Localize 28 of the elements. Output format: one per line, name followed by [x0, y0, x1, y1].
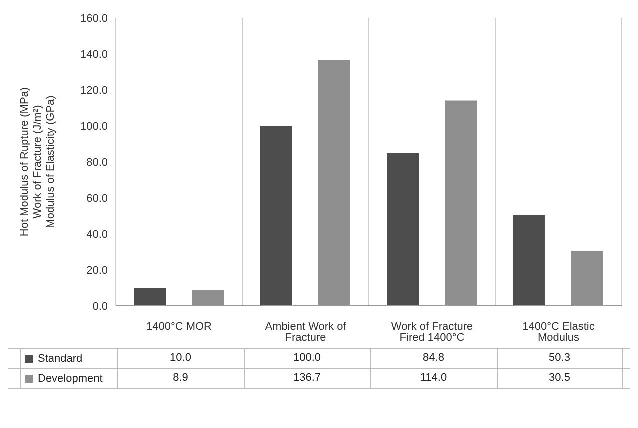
y-tick-label: 40.0	[86, 228, 108, 241]
bar	[134, 288, 166, 306]
data-label: 10.0	[117, 349, 244, 368]
y-axis-title: Hot Modulus of Rupture (MPa) Work of Fracture (J/m²) Modulus of Elasticity (GPa)	[19, 87, 57, 237]
data-label: 8.9	[117, 369, 244, 388]
data-label: 50.3	[496, 349, 623, 368]
data-label: 100.0	[244, 349, 370, 368]
y-tick-label: 60.0	[86, 192, 108, 205]
legend-label: Development	[38, 372, 103, 384]
bar	[260, 126, 292, 306]
data-label: 136.7	[244, 369, 370, 388]
y-tick-label: 120.0	[80, 84, 108, 97]
x-tick-label: Ambient Work of Fracture	[265, 320, 348, 344]
x-tick-label: 1400°C Elastic Modulus	[522, 320, 596, 344]
x-tick-label: Work of Fracture Fired 1400°C	[391, 320, 474, 344]
legend-label: Standard	[38, 352, 83, 364]
y-tick-label: 100.0	[80, 120, 108, 133]
bar	[514, 215, 546, 306]
data-label: 114.0	[370, 369, 496, 388]
y-tick-label: 0.0	[92, 300, 108, 313]
y-tick-label: 80.0	[86, 156, 108, 169]
data-label: 84.8	[370, 349, 496, 368]
data-label: 30.5	[496, 369, 623, 388]
x-tick-label: 1400°C MOR	[146, 320, 212, 333]
y-tick-label: 140.0	[80, 48, 108, 61]
bar	[387, 153, 419, 306]
y-tick-label: 20.0	[86, 264, 108, 277]
y-tick-label: 160.0	[80, 12, 108, 25]
